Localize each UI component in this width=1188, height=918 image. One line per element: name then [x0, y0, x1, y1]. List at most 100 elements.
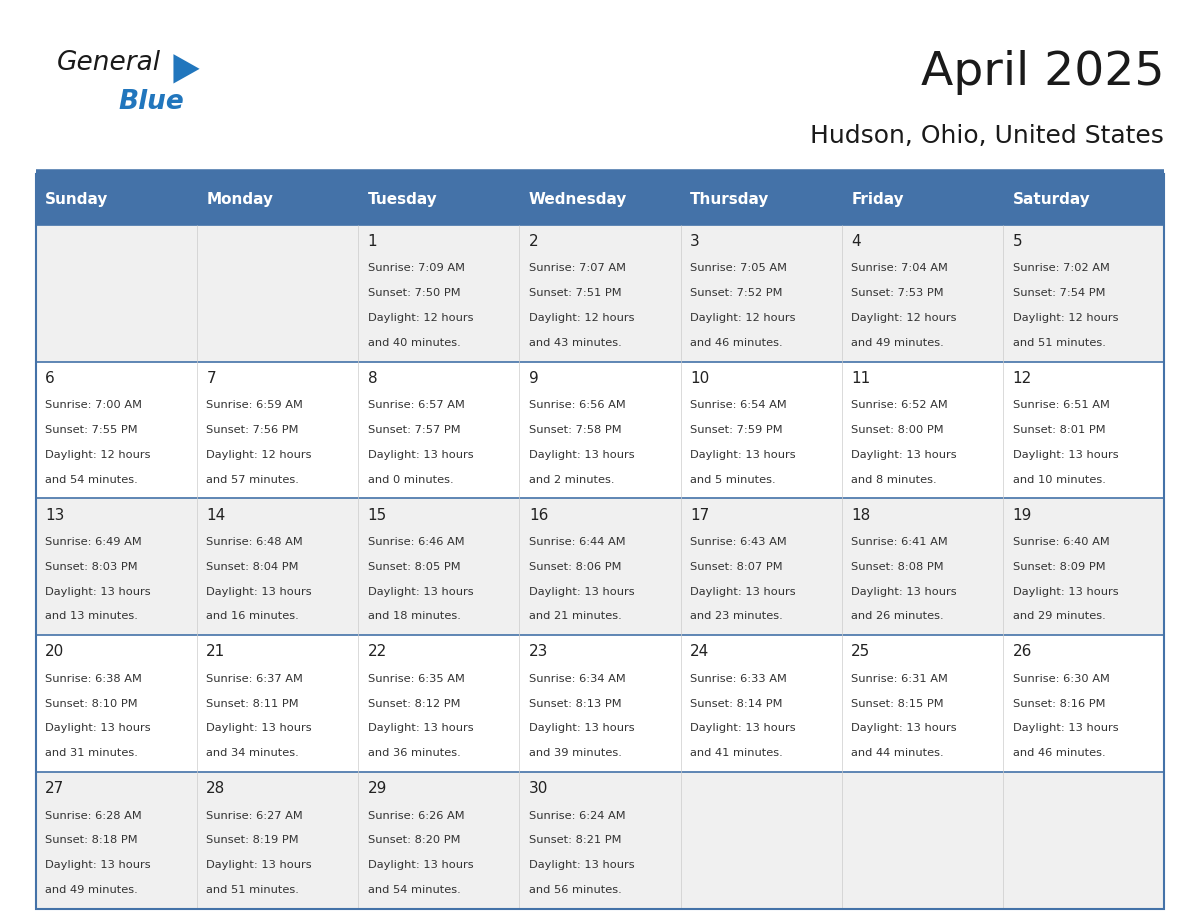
Text: Daylight: 12 hours: Daylight: 12 hours [207, 450, 312, 460]
Text: General: General [57, 50, 162, 76]
Text: Sunset: 7:51 PM: Sunset: 7:51 PM [529, 288, 621, 298]
Text: Sunset: 7:55 PM: Sunset: 7:55 PM [45, 425, 138, 435]
Text: and 8 minutes.: and 8 minutes. [852, 475, 937, 485]
Text: Daylight: 13 hours: Daylight: 13 hours [529, 450, 634, 460]
Text: Sunset: 8:08 PM: Sunset: 8:08 PM [852, 562, 944, 572]
Text: and 10 minutes.: and 10 minutes. [1012, 475, 1105, 485]
Text: and 56 minutes.: and 56 minutes. [529, 885, 621, 895]
Text: Daylight: 13 hours: Daylight: 13 hours [207, 587, 312, 597]
Bar [36, 635, 1164, 772]
Text: Sunrise: 6:30 AM: Sunrise: 6:30 AM [1012, 674, 1110, 684]
Text: Sunset: 8:11 PM: Sunset: 8:11 PM [207, 699, 299, 709]
Text: Sunrise: 6:33 AM: Sunrise: 6:33 AM [690, 674, 786, 684]
Text: and 31 minutes.: and 31 minutes. [45, 748, 138, 758]
Text: Daylight: 13 hours: Daylight: 13 hours [45, 723, 151, 733]
Text: and 51 minutes.: and 51 minutes. [207, 885, 299, 895]
Text: Daylight: 13 hours: Daylight: 13 hours [1012, 723, 1118, 733]
Text: 11: 11 [852, 371, 871, 386]
Text: 28: 28 [207, 781, 226, 796]
Text: Daylight: 13 hours: Daylight: 13 hours [529, 860, 634, 870]
Text: 30: 30 [529, 781, 548, 796]
Text: and 18 minutes.: and 18 minutes. [367, 611, 461, 621]
Text: and 44 minutes.: and 44 minutes. [852, 748, 944, 758]
Text: Daylight: 13 hours: Daylight: 13 hours [852, 723, 956, 733]
Text: 29: 29 [367, 781, 387, 796]
Text: and 46 minutes.: and 46 minutes. [1012, 748, 1105, 758]
Text: 24: 24 [690, 644, 709, 659]
Text: Sunrise: 7:04 AM: Sunrise: 7:04 AM [852, 263, 948, 274]
Text: and 13 minutes.: and 13 minutes. [45, 611, 138, 621]
Bar [36, 362, 1164, 498]
Text: and 39 minutes.: and 39 minutes. [529, 748, 621, 758]
Text: Wednesday: Wednesday [529, 192, 627, 207]
Text: Sunset: 8:04 PM: Sunset: 8:04 PM [207, 562, 299, 572]
Text: Sunset: 8:10 PM: Sunset: 8:10 PM [45, 699, 138, 709]
Text: 17: 17 [690, 508, 709, 522]
Text: Sunrise: 6:46 AM: Sunrise: 6:46 AM [367, 537, 465, 547]
Text: Sunrise: 6:28 AM: Sunrise: 6:28 AM [45, 811, 141, 821]
Text: Sunrise: 6:52 AM: Sunrise: 6:52 AM [852, 400, 948, 410]
Text: Sunrise: 6:59 AM: Sunrise: 6:59 AM [207, 400, 303, 410]
Text: Sunrise: 6:27 AM: Sunrise: 6:27 AM [207, 811, 303, 821]
Text: Saturday: Saturday [1012, 192, 1091, 207]
Text: April 2025: April 2025 [921, 50, 1164, 95]
Text: Sunset: 8:16 PM: Sunset: 8:16 PM [1012, 699, 1105, 709]
Text: Sunset: 8:15 PM: Sunset: 8:15 PM [852, 699, 944, 709]
Text: Sunrise: 6:40 AM: Sunrise: 6:40 AM [1012, 537, 1110, 547]
Text: Daylight: 12 hours: Daylight: 12 hours [690, 313, 796, 323]
Text: Sunrise: 7:09 AM: Sunrise: 7:09 AM [367, 263, 465, 274]
Text: Sunrise: 6:49 AM: Sunrise: 6:49 AM [45, 537, 141, 547]
Text: Tuesday: Tuesday [367, 192, 437, 207]
Text: Friday: Friday [852, 192, 904, 207]
Text: and 49 minutes.: and 49 minutes. [852, 338, 944, 348]
Text: Daylight: 13 hours: Daylight: 13 hours [529, 587, 634, 597]
Text: Blue: Blue [119, 89, 184, 115]
Bar [36, 772, 1164, 909]
Text: 25: 25 [852, 644, 871, 659]
Text: 3: 3 [690, 234, 700, 249]
Text: Daylight: 13 hours: Daylight: 13 hours [852, 587, 956, 597]
Text: Daylight: 13 hours: Daylight: 13 hours [690, 587, 796, 597]
Text: 6: 6 [45, 371, 55, 386]
Text: Sunset: 8:05 PM: Sunset: 8:05 PM [367, 562, 460, 572]
Text: Sunset: 7:59 PM: Sunset: 7:59 PM [690, 425, 783, 435]
Bar [36, 174, 1164, 225]
Text: Sunset: 8:06 PM: Sunset: 8:06 PM [529, 562, 621, 572]
Text: Hudson, Ohio, United States: Hudson, Ohio, United States [810, 124, 1164, 148]
Text: Sunrise: 6:26 AM: Sunrise: 6:26 AM [367, 811, 465, 821]
Text: Sunset: 8:14 PM: Sunset: 8:14 PM [690, 699, 783, 709]
Text: Daylight: 13 hours: Daylight: 13 hours [1012, 587, 1118, 597]
Text: and 2 minutes.: and 2 minutes. [529, 475, 614, 485]
Text: Sunrise: 6:57 AM: Sunrise: 6:57 AM [367, 400, 465, 410]
Text: and 0 minutes.: and 0 minutes. [367, 475, 454, 485]
Text: Sunrise: 6:38 AM: Sunrise: 6:38 AM [45, 674, 143, 684]
Text: and 23 minutes.: and 23 minutes. [690, 611, 783, 621]
Text: and 26 minutes.: and 26 minutes. [852, 611, 944, 621]
Text: 5: 5 [1012, 234, 1022, 249]
Text: and 36 minutes.: and 36 minutes. [367, 748, 461, 758]
Text: Sunrise: 7:00 AM: Sunrise: 7:00 AM [45, 400, 143, 410]
Text: 26: 26 [1012, 644, 1032, 659]
Text: 12: 12 [1012, 371, 1031, 386]
Bar [36, 498, 1164, 635]
Text: 18: 18 [852, 508, 871, 522]
Text: 16: 16 [529, 508, 548, 522]
Text: Sunset: 7:57 PM: Sunset: 7:57 PM [367, 425, 460, 435]
Bar [36, 225, 1164, 362]
Text: Daylight: 12 hours: Daylight: 12 hours [529, 313, 634, 323]
Text: and 21 minutes.: and 21 minutes. [529, 611, 621, 621]
Text: 22: 22 [367, 644, 387, 659]
Text: Daylight: 13 hours: Daylight: 13 hours [207, 723, 312, 733]
Text: Sunset: 8:12 PM: Sunset: 8:12 PM [367, 699, 460, 709]
Text: Sunset: 7:50 PM: Sunset: 7:50 PM [367, 288, 460, 298]
Text: Daylight: 13 hours: Daylight: 13 hours [367, 723, 473, 733]
Text: Monday: Monday [207, 192, 273, 207]
Polygon shape [173, 54, 200, 84]
Text: Sunrise: 7:02 AM: Sunrise: 7:02 AM [1012, 263, 1110, 274]
Text: Thursday: Thursday [690, 192, 770, 207]
Text: Sunrise: 6:35 AM: Sunrise: 6:35 AM [367, 674, 465, 684]
Text: 2: 2 [529, 234, 538, 249]
Text: 7: 7 [207, 371, 216, 386]
Text: 9: 9 [529, 371, 538, 386]
Text: 13: 13 [45, 508, 64, 522]
